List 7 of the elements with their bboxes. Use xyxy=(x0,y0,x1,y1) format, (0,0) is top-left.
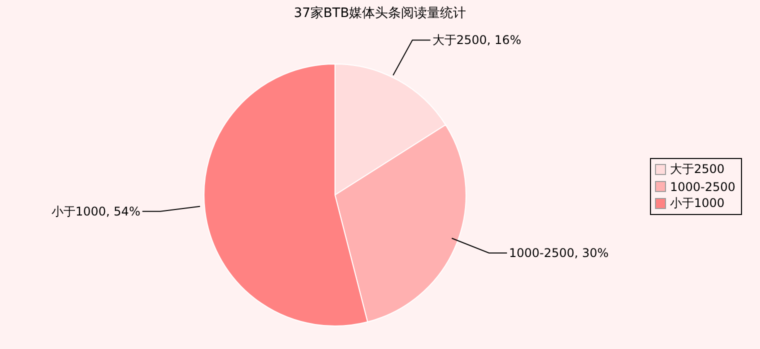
data-label: 大于2500, 16% xyxy=(432,33,522,48)
legend-label: 大于2500 xyxy=(670,161,725,178)
chart-title: 37家BTB媒体头条阅读量统计 xyxy=(292,5,468,22)
legend-label: 1000-2500 xyxy=(670,180,736,194)
legend-label: 小于1000 xyxy=(670,195,725,212)
data-label: 1000-2500, 30% xyxy=(508,246,609,260)
data-label: 小于1000, 54% xyxy=(52,204,140,218)
